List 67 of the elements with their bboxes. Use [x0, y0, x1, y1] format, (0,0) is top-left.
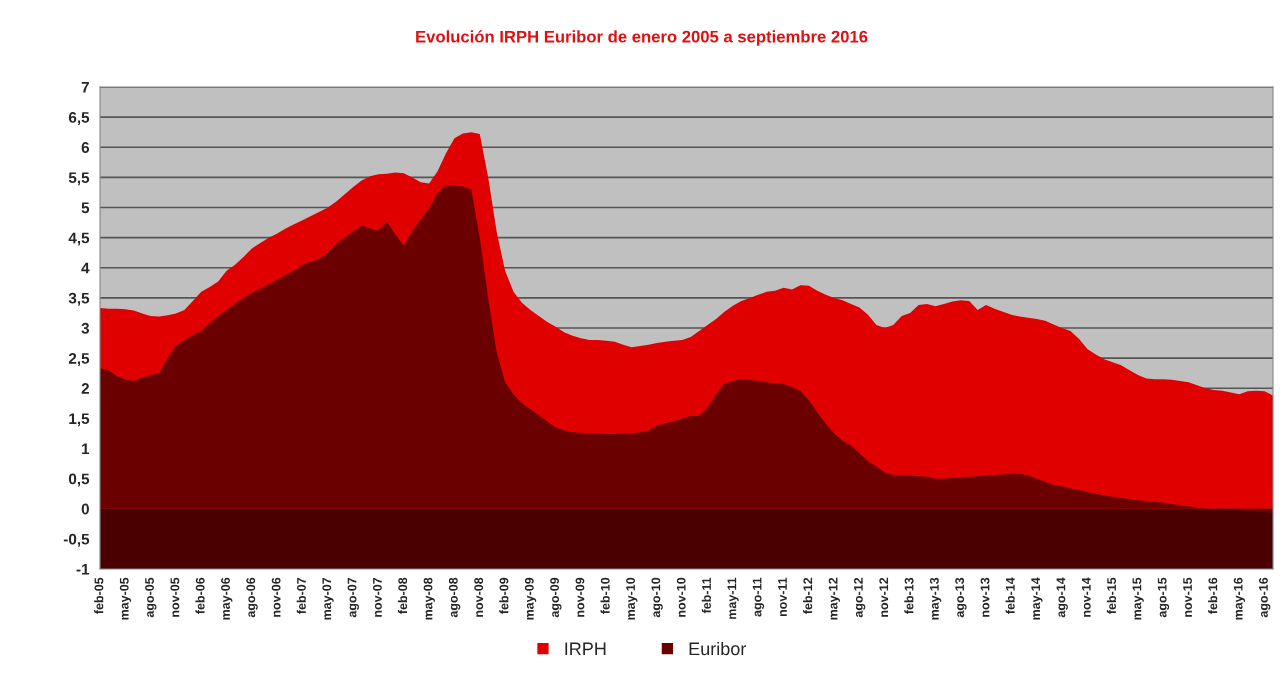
x-tick-label: ago-12 — [853, 577, 866, 618]
x-tick-label: nov-11 — [778, 577, 787, 617]
x-tick-label: feb-07 — [296, 577, 306, 614]
x-tick-label: may-12 — [828, 577, 841, 620]
y-tick-label: 6,5 — [68, 111, 90, 126]
x-tick-label: ago-13 — [955, 577, 967, 618]
x-tick-label: ago-06 — [246, 577, 258, 618]
y-tick-label: 5,5 — [68, 172, 90, 186]
x-tick-label: nov-06 — [271, 577, 281, 617]
x-tick-label: feb-11 — [701, 577, 711, 614]
y-tick-label: -0,5 — [63, 533, 90, 547]
x-tick-label: may-08 — [423, 577, 435, 620]
x-tick-label: feb-09 — [499, 577, 509, 614]
x-tick-label: nov-15 — [1183, 577, 1192, 617]
x-tick-label: may-15 — [1132, 577, 1144, 620]
x-tick-label: nov-05 — [170, 577, 180, 617]
x-tick-label: ago-09 — [550, 577, 562, 618]
x-tick-label: feb-12 — [803, 577, 813, 614]
y-tick-label: 4,5 — [68, 232, 90, 246]
x-tick-label: may-06 — [221, 577, 233, 620]
y-tick-label: 7 — [81, 82, 89, 93]
x-tick-label: feb-16 — [1208, 577, 1218, 614]
y-tick-label: 1,5 — [69, 413, 90, 427]
x-tick-label: may-13 — [929, 577, 942, 620]
x-tick-label: feb-10 — [600, 577, 610, 614]
x-tick-label: feb-06 — [195, 577, 205, 614]
x-tick-label: may-07 — [322, 577, 334, 620]
x-tick-label: ago-14 — [1056, 577, 1068, 618]
x-tick-label: nov-09 — [575, 577, 585, 617]
y-tick-label: 3 — [81, 322, 90, 334]
x-tick-label: nov-08 — [474, 577, 484, 617]
y-tick-label: -1 — [76, 564, 90, 575]
x-tick-label: ago-07 — [347, 577, 359, 618]
x-tick-label: nov-07 — [372, 577, 382, 617]
x-tick-label: may-11 — [727, 577, 739, 619]
y-tick-label: 3,5 — [68, 292, 90, 306]
x-tick-label: nov-12 — [879, 577, 889, 617]
y-tick-label: 5 — [81, 202, 90, 214]
x-tick-label: feb-14 — [1005, 577, 1015, 614]
x-tick-label: feb-08 — [397, 577, 408, 614]
x-tick-label: nov-13 — [980, 577, 990, 617]
y-tick-label: 6 — [81, 142, 90, 153]
y-tick-label: 4 — [81, 262, 90, 274]
x-tick-label: may-09 — [524, 577, 537, 620]
legend-label: Euribor — [689, 641, 747, 656]
x-tick-label: nov-10 — [676, 577, 686, 617]
chart-title: Evolución IRPH Euribor de enero 2005 a septiembre 2016 — [416, 30, 868, 46]
y-tick-label: 2 — [81, 383, 89, 394]
x-tick-label: ago-11 — [752, 577, 765, 617]
x-tick-label: feb-15 — [1106, 577, 1117, 614]
x-tick-label: nov-14 — [1081, 577, 1091, 617]
legend-label: IRPH — [565, 642, 606, 655]
y-tick-label: 2,5 — [68, 352, 90, 367]
x-tick-label: ago-05 — [145, 577, 157, 618]
x-tick-label: ago-15 — [1157, 577, 1170, 618]
y-tick-label: 0,5 — [68, 473, 90, 487]
x-tick-label: ago-16 — [1259, 577, 1271, 618]
x-tick-label: may-16 — [1233, 577, 1246, 620]
y-tick-label: 1 — [82, 443, 90, 455]
x-tick-label: may-14 — [1031, 577, 1043, 620]
x-tick-label: ago-08 — [448, 577, 461, 618]
y-tick-label: 0 — [81, 503, 89, 515]
x-tick-label: ago-10 — [651, 577, 663, 618]
x-tick-label: may-10 — [626, 577, 638, 620]
x-tick-label: feb-13 — [904, 577, 914, 614]
x-tick-label: may-05 — [119, 577, 132, 620]
x-tick-label: feb-05 — [94, 577, 104, 614]
